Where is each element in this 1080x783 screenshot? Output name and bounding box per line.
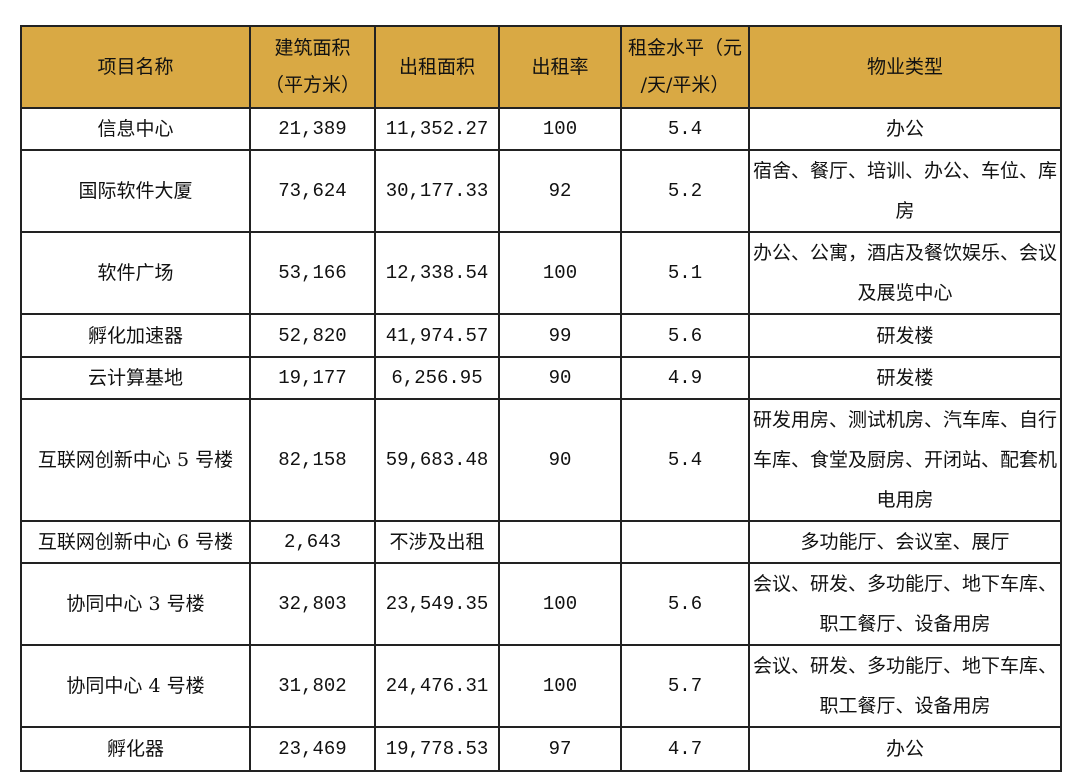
cell-building-area: 21,389: [249, 107, 376, 151]
table-row: 信息中心 21,389 11,352.27 100 5.4 办公: [20, 107, 1062, 151]
cell-occupancy: 100: [498, 562, 622, 646]
cell-property-type: 研发楼: [748, 313, 1062, 358]
header-building-area-line2: （平方米）: [264, 74, 360, 96]
table-row: 协同中心 3 号楼 32,803 23,549.35 100 5.6 会议、研发、多功能厅…: [20, 562, 1062, 646]
cell-project-name: 互联网创新中心 5 号楼: [20, 398, 251, 522]
cell-leased-area: 12,338.54: [374, 231, 500, 315]
cell-project-name: 孵化加速器: [20, 313, 251, 358]
table-row: 国际软件大厦 73,624 30,177.33 92 5.2 宿舍、餐厅、培训、办公、车位…: [20, 149, 1062, 233]
cell-occupancy: 92: [498, 149, 622, 233]
cell-property-type: 会议、研发、多功能厅、地下车库、职工餐厅、设备用房: [748, 644, 1062, 728]
property-table: 项目名称 建筑面积 （平方米） 出租面积 出租率 租金水平（元/天/平米） 物业类…: [20, 25, 1062, 772]
cell-property-type: 办公: [748, 726, 1062, 772]
cell-property-type: 办公: [748, 107, 1062, 151]
cell-occupancy: 100: [498, 231, 622, 315]
header-building-area-line1: 建筑面积: [274, 37, 351, 59]
table-row: 软件广场 53,166 12,338.54 100 5.1 办公、公寓，酒店及餐饮娱乐、会…: [20, 231, 1062, 315]
cell-occupancy: 100: [498, 107, 622, 151]
cell-project-name: 协同中心 3 号楼: [20, 562, 251, 646]
cell-building-area: 73,624: [249, 149, 376, 233]
header-building-area: 建筑面积 （平方米）: [249, 25, 376, 109]
cell-occupancy: 97: [498, 726, 622, 772]
cell-leased-area: 41,974.57: [374, 313, 500, 358]
header-rent-level: 租金水平（元/天/平米）: [620, 25, 750, 109]
table-row: 互联网创新中心 5 号楼 82,158 59,683.48 90 5.4 研发用房、测试机…: [20, 398, 1062, 522]
table-row: 孵化器 23,469 19,778.53 97 4.7 办公: [20, 726, 1062, 772]
cell-property-type: 办公、公寓，酒店及餐饮娱乐、会议及展览中心: [748, 231, 1062, 315]
cell-building-area: 2,643: [249, 520, 376, 564]
cell-rent-level: [620, 520, 750, 564]
cell-property-type: 宿舍、餐厅、培训、办公、车位、库房: [748, 149, 1062, 233]
cell-occupancy: 90: [498, 356, 622, 400]
cell-leased-area: 11,352.27: [374, 107, 500, 151]
cell-rent-level: 5.2: [620, 149, 750, 233]
cell-occupancy: 90: [498, 398, 622, 522]
cell-project-name: 国际软件大厦: [20, 149, 251, 233]
cell-occupancy: 100: [498, 644, 622, 728]
cell-rent-level: 4.9: [620, 356, 750, 400]
cell-building-area: 82,158: [249, 398, 376, 522]
cell-property-type: 多功能厅、会议室、展厅: [748, 520, 1062, 564]
cell-occupancy: [498, 520, 622, 564]
cell-project-name: 孵化器: [20, 726, 251, 772]
cell-leased-area: 19,778.53: [374, 726, 500, 772]
cell-leased-area: 24,476.31: [374, 644, 500, 728]
cell-building-area: 19,177: [249, 356, 376, 400]
cell-project-name: 云计算基地: [20, 356, 251, 400]
header-rent-line2: /天/平米）: [640, 74, 730, 96]
header-occupancy: 出租率: [498, 25, 622, 109]
header-row: 项目名称 建筑面积 （平方米） 出租面积 出租率 租金水平（元/天/平米） 物业类…: [20, 25, 1062, 109]
cell-building-area: 32,803: [249, 562, 376, 646]
cell-rent-level: 5.1: [620, 231, 750, 315]
cell-building-area: 31,802: [249, 644, 376, 728]
cell-project-name: 互联网创新中心 6 号楼: [20, 520, 251, 564]
cell-leased-area: 23,549.35: [374, 562, 500, 646]
header-property-type: 物业类型: [748, 25, 1062, 109]
cell-project-name: 协同中心 4 号楼: [20, 644, 251, 728]
cell-leased-area: 6,256.95: [374, 356, 500, 400]
table-row: 互联网创新中心 6 号楼 2,643 不涉及出租 多功能厅、会议室、展厅: [20, 520, 1062, 564]
cell-project-name: 软件广场: [20, 231, 251, 315]
cell-rent-level: 5.6: [620, 562, 750, 646]
header-project-name: 项目名称: [20, 25, 251, 109]
header-rent-line1: 租金水平（元: [627, 37, 742, 59]
table-row: 云计算基地 19,177 6,256.95 90 4.9 研发楼: [20, 356, 1062, 400]
cell-leased-area: 不涉及出租: [374, 520, 500, 564]
cell-property-type: 研发用房、测试机房、汽车库、自行车库、食堂及厨房、开闭站、配套机电用房: [748, 398, 1062, 522]
cell-rent-level: 5.6: [620, 313, 750, 358]
cell-project-name: 信息中心: [20, 107, 251, 151]
table-row: 协同中心 4 号楼 31,802 24,476.31 100 5.7 会议、研发、多功能厅…: [20, 644, 1062, 728]
cell-rent-level: 5.4: [620, 107, 750, 151]
cell-rent-level: 4.7: [620, 726, 750, 772]
cell-building-area: 23,469: [249, 726, 376, 772]
cell-property-type: 会议、研发、多功能厅、地下车库、职工餐厅、设备用房: [748, 562, 1062, 646]
cell-rent-level: 5.4: [620, 398, 750, 522]
table-row: 孵化加速器 52,820 41,974.57 99 5.6 研发楼: [20, 313, 1062, 358]
cell-rent-level: 5.7: [620, 644, 750, 728]
cell-building-area: 52,820: [249, 313, 376, 358]
header-leased-area: 出租面积: [374, 25, 500, 109]
cell-leased-area: 30,177.33: [374, 149, 500, 233]
cell-building-area: 53,166: [249, 231, 376, 315]
cell-leased-area: 59,683.48: [374, 398, 500, 522]
cell-occupancy: 99: [498, 313, 622, 358]
cell-property-type: 研发楼: [748, 356, 1062, 400]
